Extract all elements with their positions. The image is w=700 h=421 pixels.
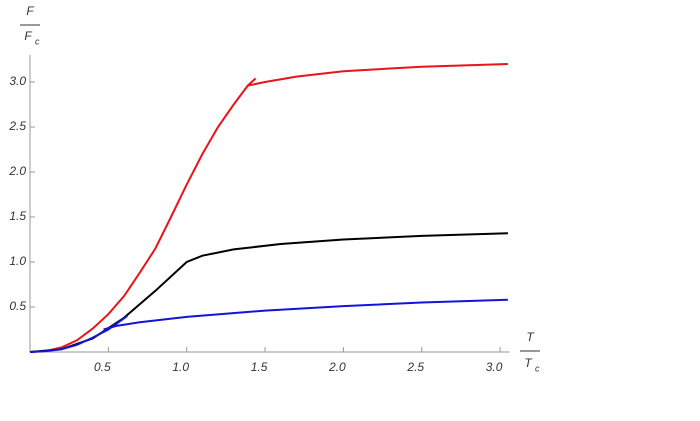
x-tick-label: 1.0 bbox=[172, 360, 189, 374]
x-tick-label: 0.5 bbox=[94, 360, 111, 374]
y-label: F F c bbox=[20, 4, 40, 46]
data-line bbox=[29, 298, 508, 353]
x-tick-label: 3.0 bbox=[486, 360, 503, 374]
x-tick-label: 2.0 bbox=[328, 360, 346, 374]
y-label-num: F bbox=[26, 4, 34, 18]
data-line bbox=[29, 63, 508, 353]
y-tick-label: 2.5 bbox=[8, 119, 26, 133]
x-label-den: T bbox=[524, 356, 533, 370]
y-label-den: F bbox=[24, 29, 32, 43]
y-tick-label: 1.0 bbox=[9, 254, 26, 268]
x-tick-label: 1.5 bbox=[251, 360, 268, 374]
y-tick-label: 1.5 bbox=[9, 209, 26, 223]
data-line bbox=[29, 232, 508, 353]
y-tick-label: 2.0 bbox=[8, 164, 26, 178]
y-tick-label: 3.0 bbox=[9, 74, 26, 88]
x-tick-label: 2.5 bbox=[406, 360, 424, 374]
y-tick-label: 0.5 bbox=[9, 299, 26, 313]
x-label: T T c bbox=[520, 330, 540, 373]
y-label-sub: c bbox=[35, 36, 40, 46]
x-label-sub: c bbox=[535, 363, 540, 373]
x-label-num: T bbox=[526, 330, 535, 344]
